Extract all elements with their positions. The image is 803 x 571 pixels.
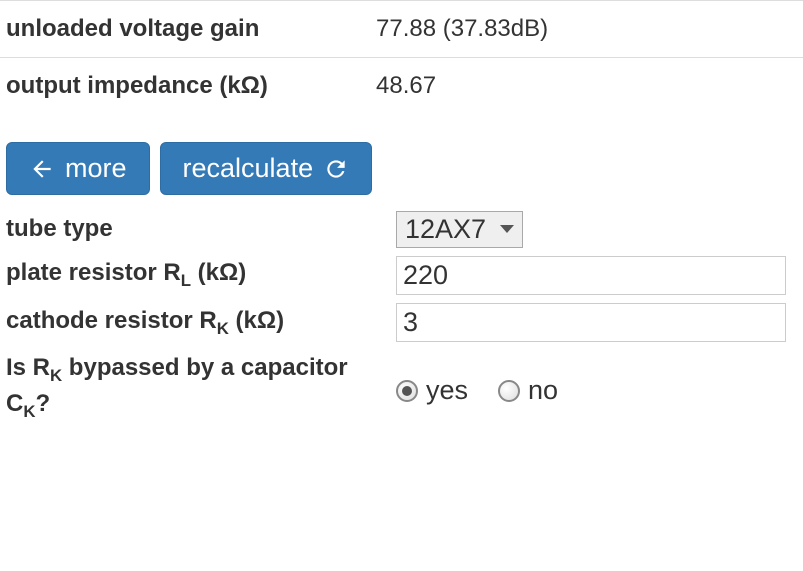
recalculate-button[interactable]: recalculate — [160, 142, 373, 195]
plate-resistor-label-pre: plate resistor R — [6, 259, 181, 286]
output-impedance-label: output impedance (kΩ) — [6, 72, 376, 100]
plate-resistor-label-post: (kΩ) — [191, 259, 246, 286]
form-row-cathode-resistor: cathode resistor RK (kΩ) — [0, 299, 803, 346]
rk-bypassed-no-option[interactable]: no — [498, 375, 558, 406]
more-button[interactable]: more — [6, 142, 150, 195]
plate-resistor-label: plate resistor RL (kΩ) — [6, 253, 396, 296]
tube-type-select[interactable]: 12AX7 — [396, 211, 523, 248]
rk-bypassed-label-sub1: K — [50, 366, 62, 385]
rk-bypassed-label-mid: bypassed by a capacitor C — [6, 354, 348, 416]
tube-type-label: tube type — [6, 209, 396, 249]
output-impedance-value: 48.67 — [376, 72, 797, 100]
refresh-icon — [323, 156, 349, 182]
rk-bypassed-label-post: ? — [35, 390, 50, 417]
more-button-label: more — [65, 153, 127, 184]
form-row-rk-bypassed: Is RK bypassed by a capacitor CK? yes no — [0, 346, 803, 429]
rk-bypassed-label-pre: Is R — [6, 354, 50, 381]
chevron-down-icon — [500, 225, 514, 233]
rk-bypassed-yes-option[interactable]: yes — [396, 375, 468, 406]
plate-resistor-label-sub: L — [181, 271, 191, 290]
radio-icon — [396, 380, 418, 402]
cathode-resistor-label-pre: cathode resistor R — [6, 307, 217, 334]
rk-bypassed-radio-group: yes no — [396, 369, 797, 406]
arrow-left-icon — [29, 156, 55, 182]
result-row-output-impedance: output impedance (kΩ) 48.67 — [0, 57, 803, 114]
radio-icon — [498, 380, 520, 402]
cathode-resistor-label-sub: K — [217, 319, 229, 338]
rk-bypassed-yes-label: yes — [426, 375, 468, 406]
cathode-resistor-input[interactable] — [396, 303, 786, 342]
tube-type-selected-value: 12AX7 — [405, 214, 486, 245]
button-row: more recalculate — [0, 114, 803, 207]
form-row-tube-type: tube type 12AX7 — [0, 207, 803, 251]
voltage-gain-label: unloaded voltage gain — [6, 15, 376, 43]
result-row-voltage-gain: unloaded voltage gain 77.88 (37.83dB) — [0, 0, 803, 57]
rk-bypassed-no-label: no — [528, 375, 558, 406]
recalculate-button-label: recalculate — [183, 153, 314, 184]
plate-resistor-input[interactable] — [396, 256, 786, 295]
rk-bypassed-label: Is RK bypassed by a capacitor CK? — [6, 348, 396, 427]
cathode-resistor-label: cathode resistor RK (kΩ) — [6, 301, 396, 344]
rk-bypassed-label-sub2: K — [23, 402, 35, 421]
form-row-plate-resistor: plate resistor RL (kΩ) — [0, 251, 803, 298]
voltage-gain-value: 77.88 (37.83dB) — [376, 15, 797, 43]
cathode-resistor-label-post: (kΩ) — [229, 307, 284, 334]
